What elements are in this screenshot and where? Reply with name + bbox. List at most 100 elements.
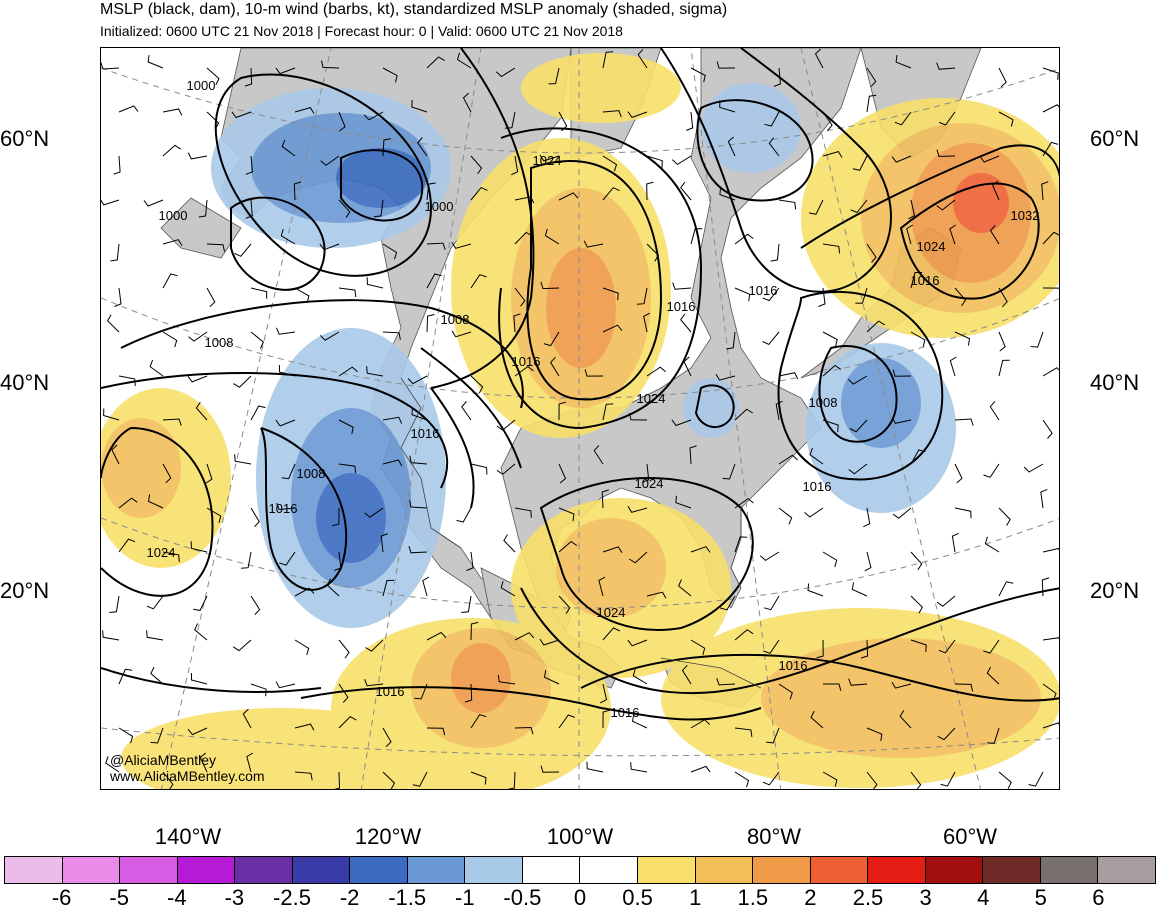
wind-barb <box>279 551 296 566</box>
wind-barb <box>630 762 648 773</box>
wind-barb <box>891 681 912 689</box>
wind-barb <box>680 313 692 333</box>
wind-barb <box>866 771 878 789</box>
isobar-label: 1016 <box>512 354 541 369</box>
wind-barb <box>809 447 824 465</box>
wind-barb <box>188 331 208 342</box>
wind-barb <box>690 765 711 773</box>
wind-barb <box>366 277 384 289</box>
wind-barb <box>338 366 358 377</box>
wind-barb <box>338 111 346 132</box>
wind-barb <box>539 638 560 646</box>
wind-barb <box>241 551 252 569</box>
wind-barb <box>514 365 534 377</box>
wind-barb <box>187 152 208 160</box>
wind-barb <box>998 67 1007 88</box>
wind-barb <box>814 48 824 69</box>
colorbar-swatch <box>120 857 178 883</box>
isobar-label: 1024 <box>533 153 562 168</box>
wind-barb <box>1042 637 1059 641</box>
wind-barb <box>734 287 751 302</box>
wind-barb <box>113 155 121 175</box>
wind-barb <box>979 155 1000 163</box>
wind-barb <box>983 463 1000 478</box>
wind-barb <box>643 312 651 333</box>
wind-barb <box>543 670 560 685</box>
wind-barb <box>627 111 648 119</box>
wind-barb <box>766 727 780 744</box>
wind-barb <box>823 683 842 691</box>
wind-barb <box>866 727 883 742</box>
wind-barb <box>245 199 253 219</box>
wind-barb <box>514 507 532 518</box>
wind-barb <box>1042 683 1057 701</box>
wind-barb <box>936 199 956 211</box>
colorbar-tick-label: -1.5 <box>388 885 427 910</box>
colorbar-tick-label: -5 <box>109 885 129 910</box>
wind-barb <box>598 576 606 597</box>
wind-barb <box>162 551 180 562</box>
wind-barb <box>118 538 136 553</box>
wind-barb <box>373 199 384 218</box>
wind-barb <box>775 400 783 421</box>
wind-barb <box>716 61 736 69</box>
wind-barb <box>198 199 208 218</box>
wind-barb <box>426 631 447 641</box>
wind-barb <box>514 287 526 307</box>
wind-barb <box>206 507 222 524</box>
colorbar-swatch <box>465 857 523 883</box>
wind-barb <box>954 683 974 692</box>
colorbar-tick-label: 3 <box>919 885 932 910</box>
wind-barb <box>759 551 780 562</box>
colorbar-tick-label: -3 <box>224 885 245 910</box>
wind-barb <box>998 331 1006 352</box>
wind-barb <box>1042 141 1059 157</box>
wind-barb <box>910 639 927 653</box>
wind-barb <box>496 463 516 475</box>
wind-barb <box>734 536 748 553</box>
isobar-label: 1008 <box>809 395 838 410</box>
wind-barb <box>864 551 872 572</box>
wind-barb <box>332 507 340 527</box>
wind-barb <box>778 199 797 210</box>
wind-barb <box>910 551 923 571</box>
wind-barb <box>848 463 868 475</box>
wind-barb <box>686 111 694 131</box>
wind-barb <box>690 228 703 245</box>
wind-barb <box>822 331 838 347</box>
wind-barb <box>334 771 341 789</box>
lat-label-left-60: 60°N <box>0 126 50 151</box>
colorbar-tick-label: 6 <box>1092 885 1105 910</box>
wind-barb <box>250 287 268 299</box>
wind-barb <box>149 359 164 377</box>
isobar-label: 1024 <box>597 605 626 620</box>
wind-barb <box>727 136 736 157</box>
wind-barb <box>338 463 357 474</box>
wind-barb <box>426 182 436 201</box>
wind-barb <box>338 287 357 298</box>
wind-barb <box>246 752 254 773</box>
wind-barb <box>601 489 609 509</box>
wind-barb <box>1040 488 1048 509</box>
wind-barb <box>910 595 924 614</box>
wind-barb <box>1042 547 1059 553</box>
wind-barb <box>102 630 120 641</box>
wind-barb <box>764 111 780 127</box>
wind-barbs <box>101 48 1059 789</box>
wind-barb <box>510 155 519 176</box>
colorbar-tick-label: -4 <box>167 885 187 910</box>
wind-barb <box>514 726 534 735</box>
isobars <box>101 48 1059 721</box>
wind-barb <box>671 155 692 166</box>
isobar-label: 1024 <box>917 239 946 254</box>
wind-barb <box>466 551 474 571</box>
wind-barb <box>680 181 692 201</box>
colorbar-tick-label: 5 <box>1034 885 1047 910</box>
wind-barb <box>162 771 174 789</box>
wind-barb <box>602 187 620 201</box>
wind-barb <box>602 110 622 118</box>
wind-barb <box>984 536 1000 553</box>
colorbar-swatch <box>5 857 63 883</box>
wind-barb <box>734 629 754 641</box>
wind-barb <box>1042 419 1053 439</box>
